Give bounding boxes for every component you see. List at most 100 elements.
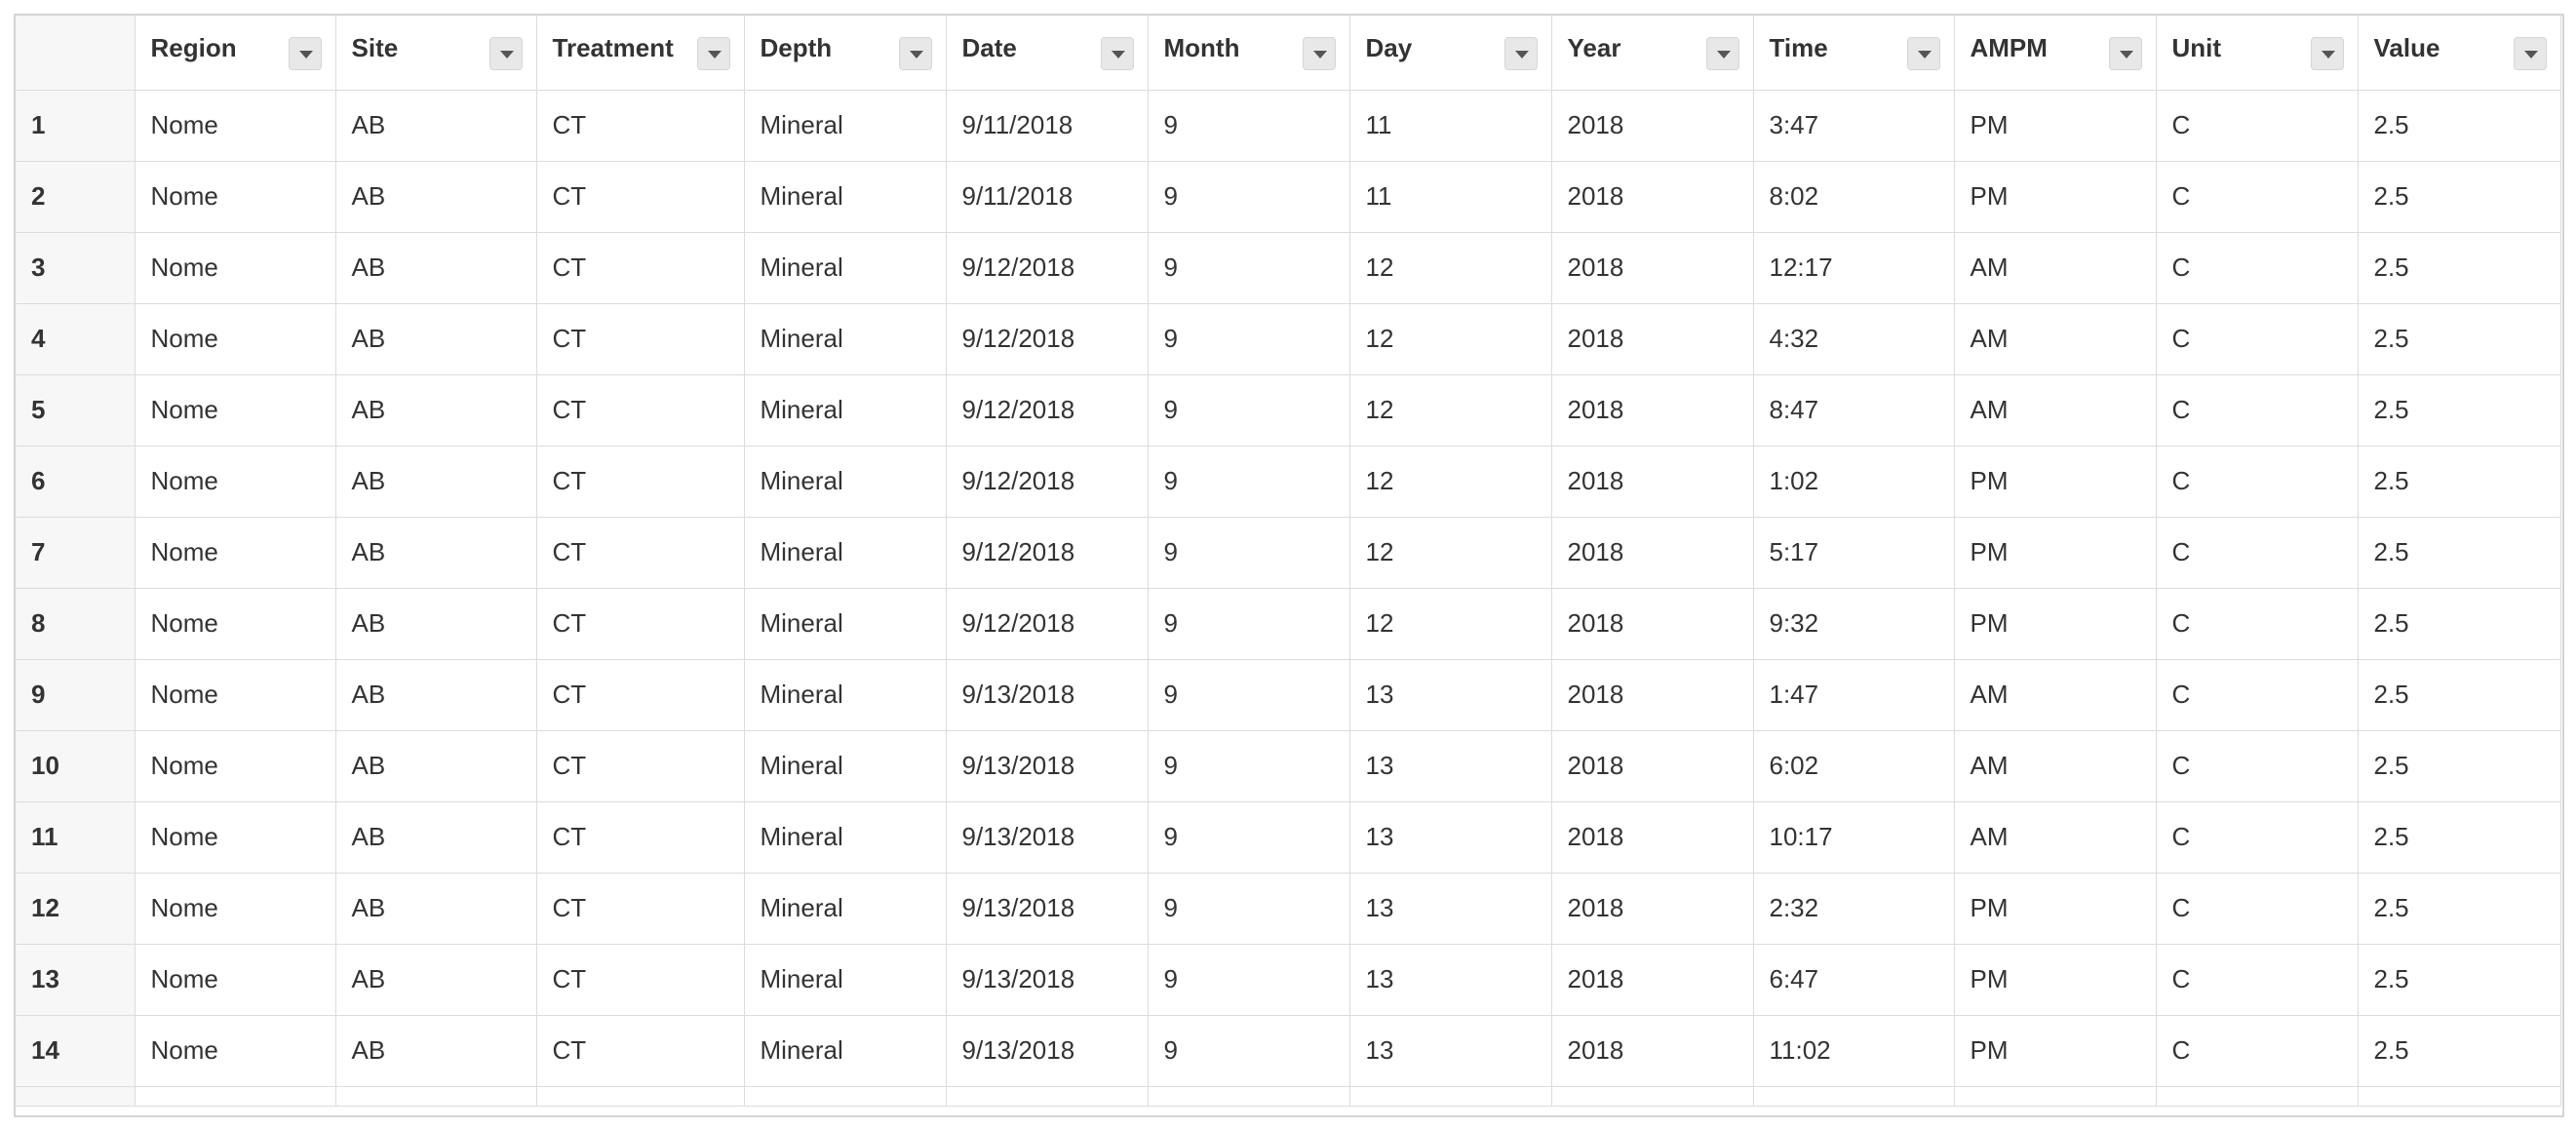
cell-year[interactable]: 2018	[1551, 944, 1754, 1016]
column-header-year[interactable]: Year	[1551, 16, 1754, 91]
cell-year[interactable]: 2018	[1551, 374, 1754, 447]
cell-value[interactable]: 2.5	[2358, 801, 2561, 874]
cell-year[interactable]: 2018	[1551, 1015, 1754, 1087]
table-row[interactable]: 14 Nome AB CT Mineral 9/13/2018 9 13 2018 11:02 PM…	[16, 1015, 2561, 1087]
cell-depth[interactable]: Mineral	[744, 659, 947, 731]
cell-day[interactable]: 11	[1349, 161, 1552, 233]
cell-site[interactable]: AB	[335, 232, 537, 304]
cell-site[interactable]: AB	[335, 730, 537, 802]
cell-region[interactable]: Nome	[135, 659, 336, 731]
cell-value[interactable]: 2.5	[2358, 517, 2561, 589]
cell-year[interactable]: 2018	[1551, 161, 1754, 233]
cell-day[interactable]: 12	[1349, 374, 1552, 447]
cell-time[interactable]: 6:47	[1753, 944, 1955, 1016]
column-header-site[interactable]: Site	[335, 16, 537, 91]
table-row[interactable]: 8 Nome AB CT Mineral 9/12/2018 9 12 2018 9:32 PM C 2…	[16, 588, 2561, 660]
cell-value[interactable]: 2.5	[2358, 374, 2561, 447]
cell-day[interactable]: 13	[1349, 659, 1552, 731]
cell-time[interactable]: 6:02	[1753, 730, 1955, 802]
cell-treatment[interactable]: CT	[536, 90, 745, 162]
cell-day[interactable]: 12	[1349, 517, 1552, 589]
cell-treatment[interactable]: CT	[536, 588, 745, 660]
cell-value[interactable]: 2.5	[2358, 161, 2561, 233]
cell-year[interactable]: 2018	[1551, 873, 1754, 945]
column-header-ampm[interactable]: AMPM	[1954, 16, 2157, 91]
cell-unit[interactable]: C	[2156, 801, 2359, 874]
cell-ampm[interactable]: PM	[1954, 588, 2157, 660]
row-index[interactable]: 3	[16, 232, 136, 304]
cell-site[interactable]: AB	[335, 90, 537, 162]
chevron-down-icon[interactable]	[1906, 37, 1940, 70]
cell-site[interactable]: AB	[335, 1015, 537, 1087]
cell-unit[interactable]: C	[2156, 873, 2359, 945]
cell-region[interactable]: Nome	[135, 801, 336, 874]
cell-ampm[interactable]: AM	[1954, 303, 2157, 375]
cell-region[interactable]: Nome	[135, 90, 336, 162]
table-row[interactable]: 5 Nome AB CT Mineral 9/12/2018 9 12 2018 8:47 AM C 2…	[16, 374, 2561, 447]
cell-treatment[interactable]: CT	[536, 517, 745, 589]
cell-date[interactable]: 9/13/2018	[946, 873, 1149, 945]
cell-treatment[interactable]: CT	[536, 730, 745, 802]
cell-region[interactable]: Nome	[135, 517, 336, 589]
cell-time[interactable]: 8:02	[1753, 161, 1955, 233]
cell-depth[interactable]: Mineral	[744, 232, 947, 304]
cell-depth[interactable]: Mineral	[744, 161, 947, 233]
cell-month[interactable]: 9	[1148, 730, 1350, 802]
chevron-down-icon[interactable]	[1503, 37, 1538, 70]
cell-year[interactable]: 2018	[1551, 588, 1754, 660]
column-header-region[interactable]: Region	[135, 16, 336, 91]
cell-region[interactable]: Nome	[135, 374, 336, 447]
table-row[interactable]: 6 Nome AB CT Mineral 9/12/2018 9 12 2018 1:02 PM C 2…	[16, 446, 2561, 518]
row-index[interactable]: 9	[16, 659, 136, 731]
cell-site[interactable]: AB	[335, 303, 537, 375]
cell-month[interactable]: 9	[1148, 659, 1350, 731]
cell-year[interactable]: 2018	[1551, 659, 1754, 731]
column-header-treatment[interactable]: Treatment	[536, 16, 745, 91]
row-index[interactable]: 11	[16, 801, 136, 874]
cell-date[interactable]: 9/13/2018	[946, 730, 1149, 802]
cell-year[interactable]: 2018	[1551, 446, 1754, 518]
table-row[interactable]: 11 Nome AB CT Mineral 9/13/2018 9 13 2018 10:17 AM…	[16, 801, 2561, 874]
cell-ampm[interactable]: PM	[1954, 1015, 2157, 1087]
table-row[interactable]: 7 Nome AB CT Mineral 9/12/2018 9 12 2018 5:17 PM C 2…	[16, 517, 2561, 589]
cell-site[interactable]: AB	[335, 873, 537, 945]
cell-day[interactable]: 12	[1349, 303, 1552, 375]
cell-day[interactable]: 13	[1349, 1015, 1552, 1087]
cell-time[interactable]: 11:02	[1753, 1015, 1955, 1087]
cell-unit[interactable]: C	[2156, 446, 2359, 518]
cell-value[interactable]: 2.5	[2358, 1015, 2561, 1087]
chevron-down-icon[interactable]	[2108, 37, 2142, 70]
cell-treatment[interactable]: CT	[536, 659, 745, 731]
cell-unit[interactable]: C	[2156, 1015, 2359, 1087]
cell-unit[interactable]: C	[2156, 374, 2359, 447]
cell-site[interactable]: AB	[335, 944, 537, 1016]
cell-ampm[interactable]: PM	[1954, 90, 2157, 162]
chevron-down-icon[interactable]	[696, 37, 730, 70]
cell-month[interactable]: 9	[1148, 873, 1350, 945]
cell-ampm[interactable]: PM	[1954, 944, 2157, 1016]
cell-month[interactable]: 9	[1148, 232, 1350, 304]
row-index[interactable]: 6	[16, 446, 136, 518]
cell-treatment[interactable]: CT	[536, 873, 745, 945]
row-index[interactable]: 12	[16, 873, 136, 945]
cell-value[interactable]: 2.5	[2358, 303, 2561, 375]
cell-value[interactable]: 2.5	[2358, 944, 2561, 1016]
table-row[interactable]: 4 Nome AB CT Mineral 9/12/2018 9 12 2018 4:32 AM C 2…	[16, 303, 2561, 375]
cell-ampm[interactable]: PM	[1954, 161, 2157, 233]
cell-depth[interactable]: Mineral	[744, 944, 947, 1016]
cell-region[interactable]: Nome	[135, 232, 336, 304]
row-index[interactable]: 7	[16, 517, 136, 589]
cell-value[interactable]: 2.5	[2358, 446, 2561, 518]
cell-depth[interactable]: Mineral	[744, 303, 947, 375]
cell-treatment[interactable]: CT	[536, 801, 745, 874]
cell-region[interactable]: Nome	[135, 161, 336, 233]
cell-month[interactable]: 9	[1148, 161, 1350, 233]
chevron-down-icon[interactable]	[2310, 37, 2344, 70]
cell-date[interactable]: 9/13/2018	[946, 801, 1149, 874]
cell-depth[interactable]: Mineral	[744, 801, 947, 874]
cell-treatment[interactable]: CT	[536, 944, 745, 1016]
cell-month[interactable]: 9	[1148, 801, 1350, 874]
chevron-down-icon[interactable]	[898, 37, 932, 70]
cell-unit[interactable]: C	[2156, 517, 2359, 589]
cell-unit[interactable]: C	[2156, 730, 2359, 802]
